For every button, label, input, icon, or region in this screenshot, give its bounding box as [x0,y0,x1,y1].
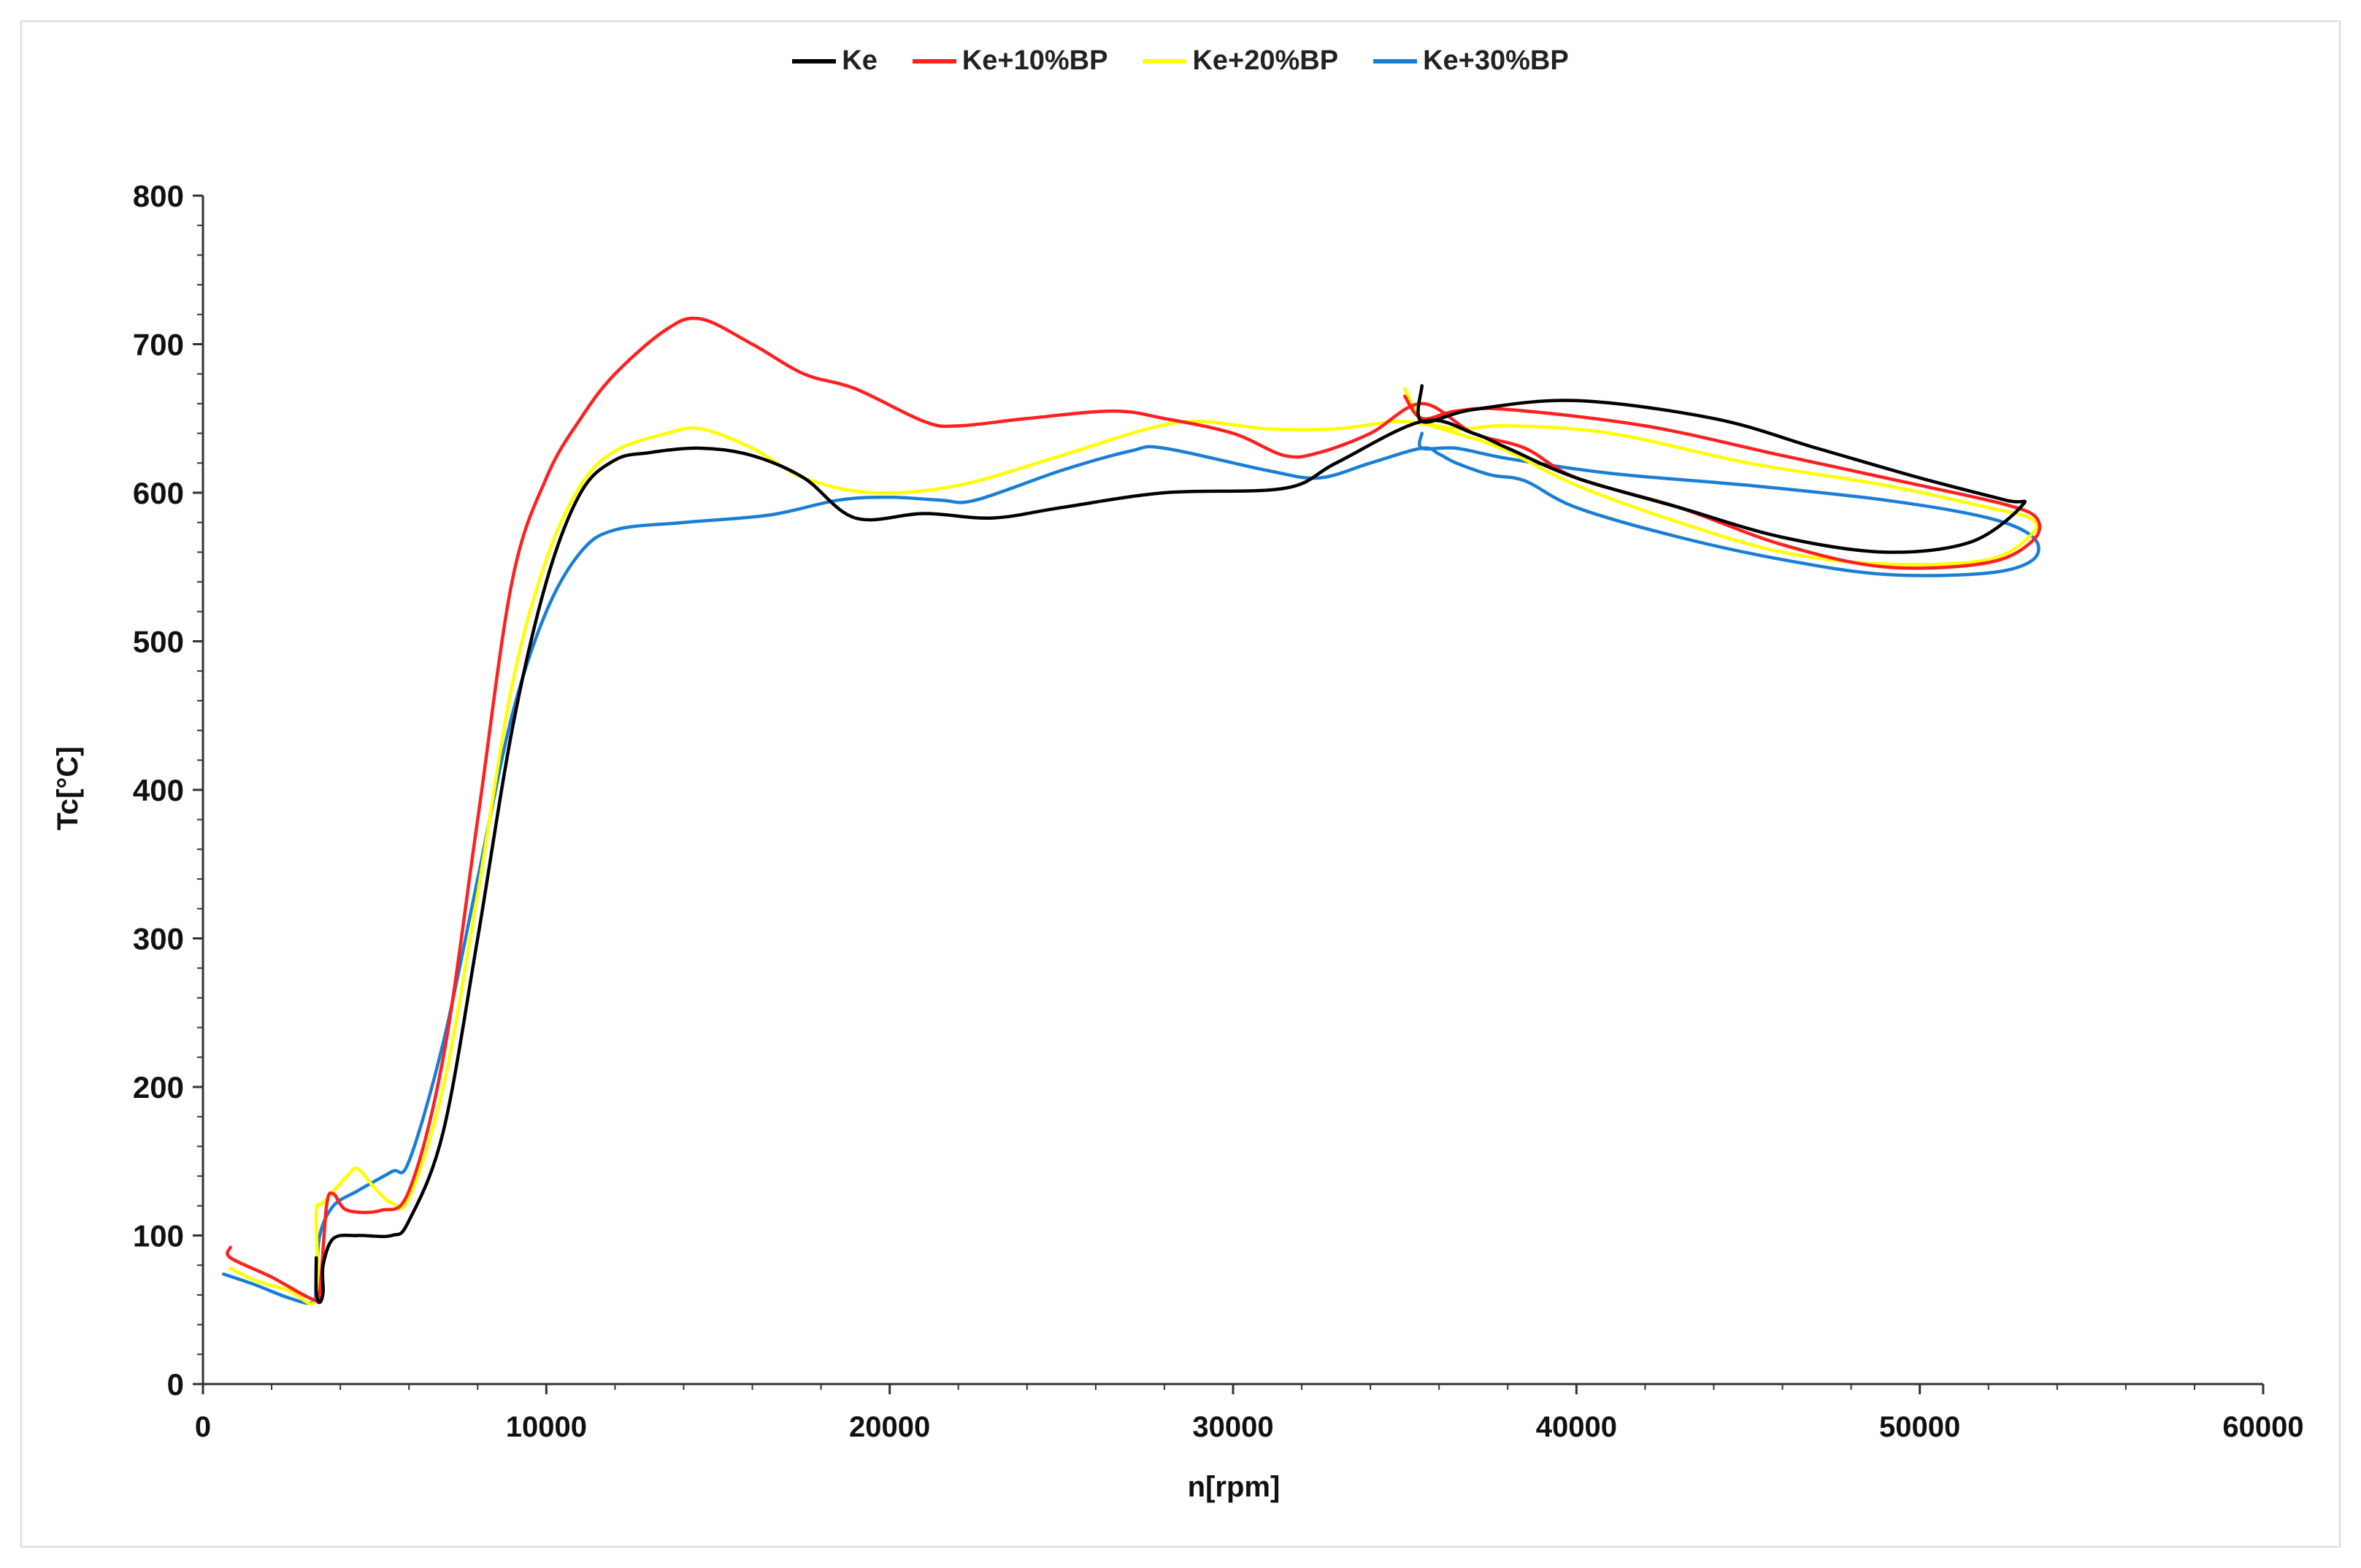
legend-item-ke-30bp: Ke+30%BP [1373,45,1569,77]
legend-label-ke: Ke [842,45,878,76]
x-tick-label: 20000 [849,1411,930,1443]
x-axis-title: n[rpm] [1188,1471,1281,1503]
y-tick-label: 700 [133,328,184,362]
legend-item-ke-10bp: Ke+10%BP [912,45,1108,77]
legend-label-ke-30bp: Ke+30%BP [1423,45,1569,76]
legend-label-ke-20bp: Ke+20%BP [1192,45,1339,76]
x-tick-label: 40000 [1536,1411,1617,1443]
chart-frame [20,20,2341,1548]
x-tick-label: 60000 [2222,1411,2303,1443]
series-line-ke-30-bp [221,431,2041,1305]
y-tick-label: 600 [133,476,184,510]
legend: Ke Ke+10%BP Ke+20%BP Ke+30%BP [0,45,2361,77]
y-tick-label: 300 [133,922,184,956]
legend-item-ke: Ke [792,45,878,77]
legend-swatch-ke-20bp [1143,58,1187,64]
x-tick-label: 50000 [1879,1411,1960,1443]
legend-item-ke-20bp: Ke+20%BP [1143,45,1338,77]
y-tick-label: 200 [133,1070,184,1104]
y-axis-title: Tc[°C] [52,746,84,830]
axes: 0 100 200 300 400 500 600 700 800 0 10000 20000 3000… [133,179,2304,1443]
series-layer [221,316,2042,1306]
y-tick-label: 800 [133,179,184,213]
x-tick-label: 10000 [506,1411,587,1443]
legend-swatch-ke [792,58,837,64]
y-tick-label: 100 [133,1219,184,1253]
y-tick-label: 0 [167,1367,184,1402]
x-tick-label: 0 [195,1411,211,1443]
x-tick-label: 30000 [1192,1411,1273,1443]
y-tick-label: 500 [133,625,184,659]
series-line-ke [314,384,2027,1304]
legend-label-ke-10bp: Ke+10%BP [961,45,1108,76]
series-line-ke-20-bp [229,387,2039,1306]
legend-swatch-ke-30bp [1373,58,1418,64]
legend-swatch-ke-10bp [912,58,956,64]
y-tick-label: 400 [133,773,184,807]
series-line-ke-10-bp [226,316,2042,1304]
